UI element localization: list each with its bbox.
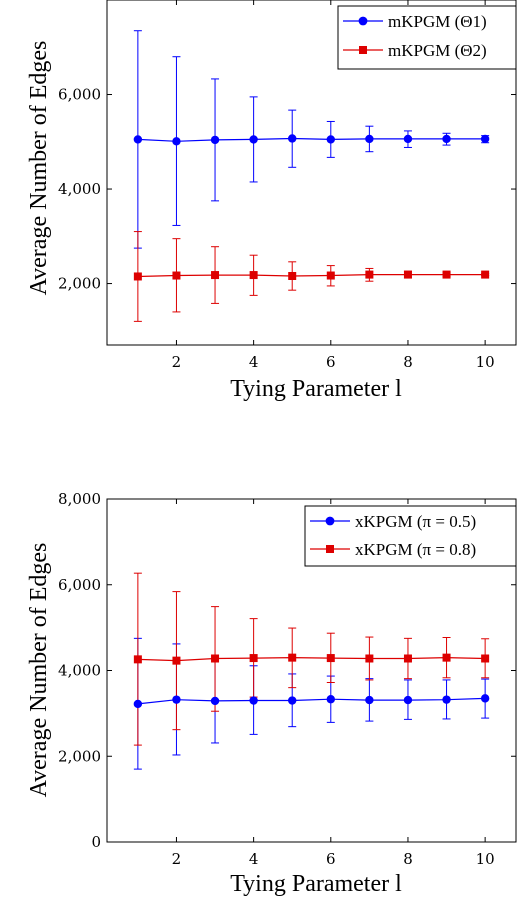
data-point [480,134,490,144]
x-tick-label: 8 [403,353,413,371]
data-point [403,695,413,705]
legend-label-series-1: mKPGM (Θ1) [388,12,487,31]
data-point [365,654,374,663]
legend-label-series-2: xKPGM (π = 0.8) [355,540,476,559]
data-point [249,135,258,144]
y-axis-label: Average Number of Edges [26,41,52,296]
x-tick-label: 4 [249,353,259,371]
data-point [172,695,181,704]
legend-label-series-2: mKPGM (Θ2) [388,41,487,60]
y-tick-label: 4,000 [58,180,101,198]
data-point [326,654,335,663]
legend-marker-series-2 [326,545,334,553]
x-tick-label: 10 [476,353,495,371]
x-tick-label: 4 [249,850,259,868]
data-point [365,695,374,705]
data-point [442,653,451,662]
legend-box [337,5,517,70]
series-line-1 [137,697,486,705]
data-point [326,135,335,144]
y-axis-label: Average Number of Edges [26,543,52,798]
data-point [133,699,143,709]
data-point [288,134,297,143]
x-tick-label: 2 [172,353,182,371]
data-point [172,271,181,280]
data-point [288,272,297,280]
data-point [249,271,258,280]
data-point [249,654,258,663]
chart-bottom: 2 4 6 8 10 0 2,000 4,000 6,000 8,000 Tying Parame… [26,490,517,897]
data-point [210,135,220,145]
y-tick-label: 4,000 [58,662,101,680]
data-point [172,137,181,146]
data-point [210,696,220,706]
x-tick-label: 6 [326,353,336,371]
y-tick-label: 0 [91,833,101,851]
legend-box [304,505,517,567]
data-point [403,134,413,144]
y-tick-label: 2,000 [58,747,101,765]
data-point [249,696,258,705]
data-point [442,270,451,279]
data-point [288,696,297,705]
x-axis-label: Tying Parameter l [230,871,402,897]
data-point [442,695,451,704]
axis-ticks: 2 4 6 8 10 2,000 4,000 6,000 [58,0,516,371]
data-point [211,654,220,663]
series-line-1 [137,137,486,142]
y-tick-label: 6,000 [58,86,101,104]
data-point [481,270,490,279]
plot-area-frame [106,0,517,346]
x-tick-label: 10 [476,850,495,868]
data-point [480,694,490,703]
x-axis-label: Tying Parameter l [230,376,402,402]
data-point [133,272,142,281]
legend: xKPGM (π = 0.5) xKPGM (π = 0.8) [304,505,517,567]
legend: mKPGM (Θ1) mKPGM (Θ2) [337,5,517,70]
data-point [133,655,142,664]
axis-ticks: 2 4 6 8 10 0 2,000 4,000 6,000 8,000 [58,490,516,868]
series-line-2 [137,656,486,662]
legend-label-series-1: xKPGM (π = 0.5) [355,512,476,531]
data-point [133,135,143,144]
x-tick-label: 2 [172,850,182,868]
y-tick-label: 6,000 [58,576,101,594]
legend-marker-series-1 [325,516,335,526]
data-point [326,271,335,280]
data-point [403,270,412,279]
data-marks [133,572,490,770]
data-point [365,134,374,144]
series-line-2 [137,274,486,278]
data-marks [133,30,490,322]
legend-marker-series-1 [358,16,368,26]
data-point [288,653,297,662]
data-point [442,134,451,144]
y-tick-label: 2,000 [58,275,101,293]
data-point [403,654,412,663]
data-point [172,656,181,665]
x-tick-label: 8 [403,850,413,868]
x-tick-label: 6 [326,850,336,868]
data-point [481,654,490,663]
y-tick-label: 8,000 [58,490,101,508]
data-point [211,271,220,280]
data-point [365,270,374,279]
data-point [326,695,335,704]
legend-marker-series-2 [359,46,367,54]
